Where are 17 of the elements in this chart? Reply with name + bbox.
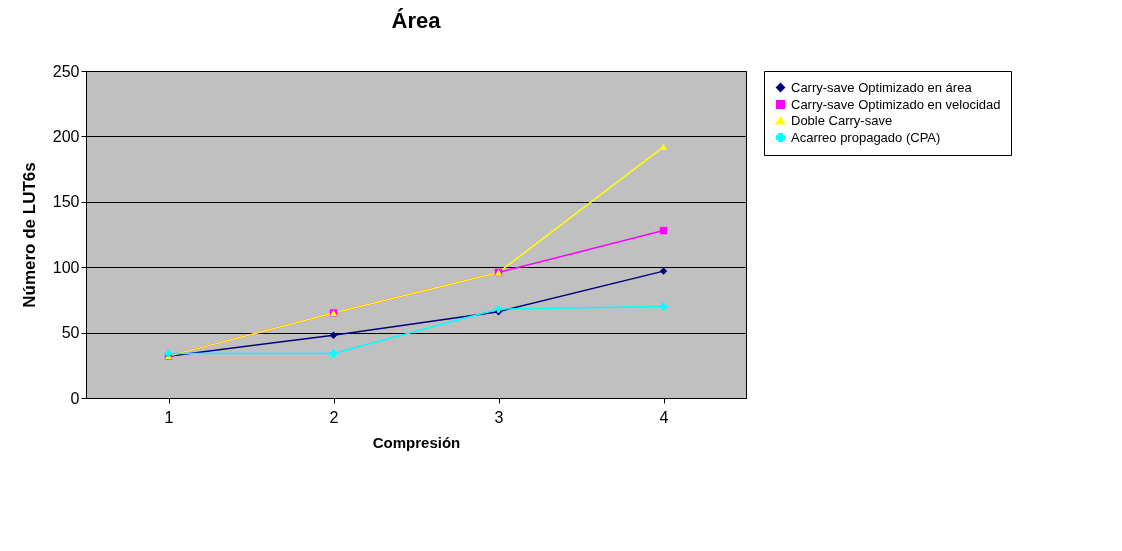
x-axis-title: Compresión	[372, 433, 461, 451]
y-tick-label: 150	[52, 193, 80, 211]
legend-label: Doble Carry-save	[791, 112, 893, 128]
y-tick-label: 250	[52, 62, 80, 80]
y-axis-title: Número de LUT6s	[19, 162, 39, 308]
legend-label: Acarreo propagado (CPA)	[791, 129, 941, 145]
x-tick-label: 1	[164, 408, 174, 426]
x-tick-label: 2	[329, 408, 339, 426]
y-tick-label: 50	[61, 324, 80, 342]
legend-label: Carry-save Optimizado en área	[791, 79, 973, 95]
chart-title: Área	[391, 8, 442, 33]
y-tick-label: 100	[52, 258, 80, 276]
legend-label: Carry-save Optimizado en velocidad	[791, 96, 1001, 112]
x-tick-label: 4	[659, 408, 669, 426]
y-tick-label: 0	[70, 389, 80, 407]
y-tick-label: 200	[52, 127, 80, 145]
x-tick-label: 3	[494, 408, 504, 426]
